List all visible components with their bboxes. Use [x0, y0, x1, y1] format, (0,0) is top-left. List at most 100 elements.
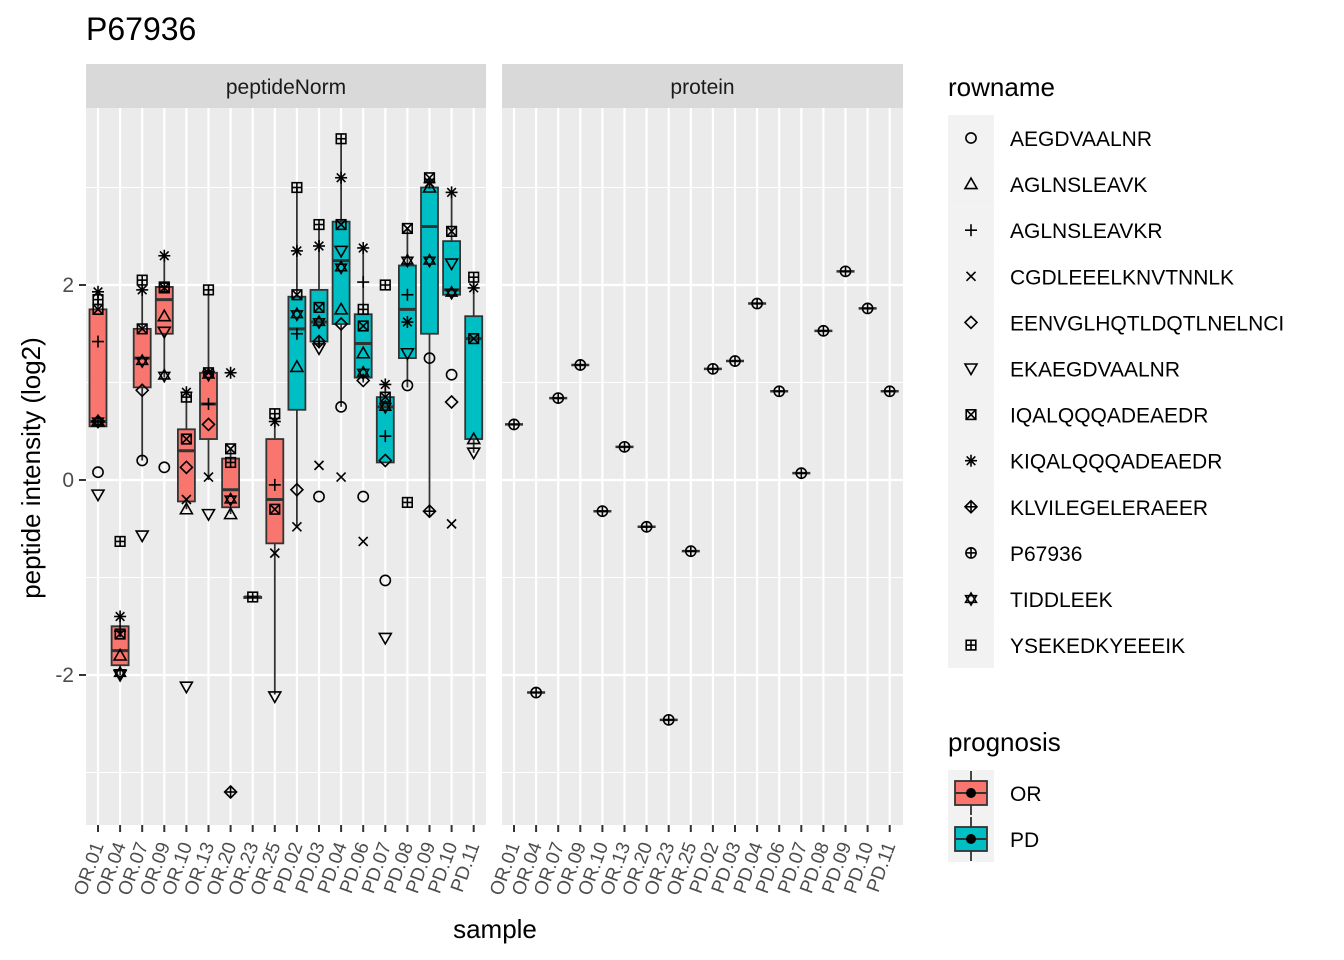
legend-key [948, 576, 994, 622]
star-of-david-marker [964, 591, 978, 607]
legend-item: KIQALQQQADEAEDR [948, 437, 1222, 484]
square-plus-marker [313, 218, 325, 231]
legend-dot [966, 834, 976, 844]
cross-marker [336, 472, 347, 483]
asterisk-marker [401, 316, 414, 329]
box-iqr [176, 428, 196, 503]
legend-label: OR [1010, 783, 1042, 806]
legend-item: YSEKEDKYEEEIK [948, 622, 1185, 669]
protein-point-OR.20 [637, 520, 656, 533]
cross-marker [181, 494, 192, 505]
circle-marker [401, 379, 414, 392]
star-of-david-marker [290, 306, 304, 322]
legend-label: P67936 [1010, 543, 1082, 566]
protein-point-OR.09 [571, 359, 590, 371]
square-cross-marker [291, 289, 303, 301]
plus-marker [290, 327, 303, 340]
box-iqr [265, 438, 285, 545]
circle-plus-marker [817, 324, 830, 337]
plus-marker [379, 430, 392, 443]
circle-plus-marker [795, 467, 808, 480]
asterisk-marker [114, 610, 127, 623]
triangle-down-marker [156, 326, 172, 340]
circle-plus-marker [707, 362, 719, 375]
star-of-david-marker [356, 365, 370, 381]
protein-point-OR.23 [659, 713, 678, 726]
panel-background [86, 108, 486, 825]
legend-item: AGLNSLEAVK [948, 161, 1147, 208]
circle-marker [445, 368, 458, 381]
legend-label: IQALQQQADEAEDR [1010, 405, 1208, 428]
protein-point-OR.07 [549, 392, 568, 404]
square-plus-marker [965, 639, 977, 651]
square-plus-marker [136, 274, 148, 286]
diamond-marker [289, 482, 305, 497]
star-of-david-marker [400, 253, 415, 269]
plus-marker [401, 288, 414, 301]
chart-title: P67936 [86, 11, 196, 47]
y-tick-label: 0 [62, 469, 74, 492]
diamond-marker [444, 394, 459, 410]
cross-marker [203, 472, 214, 483]
star-of-david-marker [223, 491, 238, 508]
diamond-plus-marker [963, 499, 979, 514]
legend-dot [966, 788, 976, 798]
circle-plus-marker [861, 302, 874, 315]
asterisk-marker [445, 186, 458, 199]
circle-plus-marker [883, 385, 896, 398]
square-cross-marker [445, 225, 458, 237]
legend-item: IQALQQQADEAEDR [948, 391, 1208, 438]
circle-plus-marker [684, 545, 697, 558]
star-of-david-marker [334, 259, 348, 276]
legend-title: prognosis [948, 727, 1061, 757]
square-cross-marker [423, 172, 436, 184]
legend-item: TIDDLEEK [948, 576, 1113, 622]
star-of-david-marker [135, 353, 149, 369]
facet-strip [86, 64, 486, 108]
square-cross-marker [401, 222, 414, 235]
circle-plus-marker [729, 355, 741, 367]
square-cross-marker [313, 301, 325, 314]
legend-title: rowname [948, 72, 1055, 102]
square-plus-marker [225, 456, 237, 469]
facet-strip [502, 64, 903, 108]
protein-point-PD.11 [880, 385, 899, 398]
circle-plus-marker [751, 297, 763, 310]
triangle-marker [289, 359, 305, 373]
circle-plus-marker [839, 265, 852, 278]
cross-marker [291, 521, 302, 532]
facet-strip-label: peptideNorm [226, 76, 346, 99]
triangle-down-marker [134, 530, 150, 544]
x-axis: OR.01OR.04OR.07OR.09OR.10OR.13OR.20OR.23… [70, 825, 900, 898]
box-iqr [464, 315, 484, 440]
circle-plus-marker [552, 392, 565, 404]
legend-key [948, 299, 994, 346]
protein-point-OR.01 [505, 418, 523, 431]
circle-marker [335, 400, 347, 413]
box-iqr [397, 264, 417, 360]
legend-prognosis: prognosis OR PD [948, 727, 1061, 862]
plus-marker [92, 335, 104, 348]
diamond-marker [179, 460, 194, 475]
circle-plus-marker [773, 385, 786, 398]
asterisk-marker [335, 171, 348, 184]
star-of-david-marker [378, 399, 393, 415]
circle-plus-marker [618, 440, 631, 453]
y-axis-title: peptide intensity (log2) [16, 337, 46, 599]
protein-point-PD.03 [726, 355, 744, 367]
circle-marker [379, 574, 392, 587]
asterisk-marker [224, 366, 237, 379]
box-PD.02 [287, 187, 307, 527]
box-iqr [420, 186, 439, 335]
legend-label: PD [1010, 829, 1039, 852]
square-cross-marker [202, 367, 215, 379]
square-plus-marker [158, 281, 170, 293]
star-of-david-marker [91, 413, 105, 430]
circle-marker [313, 490, 325, 503]
star-of-david-marker [422, 253, 437, 269]
facet-panels: peptideNorm protein [86, 64, 903, 825]
triangle-marker [223, 506, 238, 520]
legend-label: KIQALQQQADEAEDR [1010, 451, 1222, 474]
panel-background [502, 108, 903, 825]
protein-point-PD.09 [836, 265, 855, 278]
